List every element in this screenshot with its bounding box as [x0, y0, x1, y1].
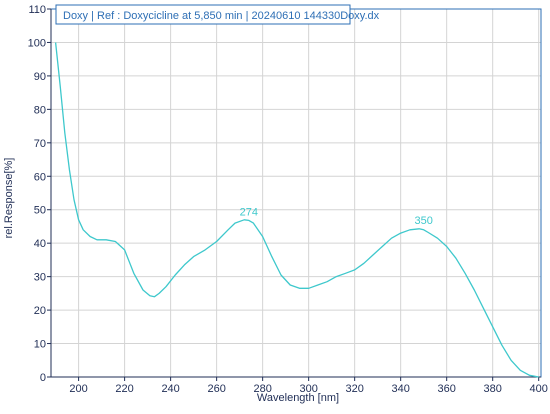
peak-label: 274	[240, 206, 258, 218]
x-axis-label: Wavelength [nm]	[257, 392, 339, 404]
x-tick-label: 400	[530, 383, 548, 395]
y-tick-label: 80	[34, 104, 46, 116]
y-tick-label: 0	[40, 372, 46, 384]
axes	[50, 9, 541, 378]
y-tick-label: 90	[34, 71, 46, 83]
series-line	[54, 42, 539, 378]
x-tick-label: 380	[484, 383, 502, 395]
y-axis-label: rel.Response[%]	[3, 158, 15, 239]
y-tick-label: 70	[34, 138, 46, 150]
x-tick-label: 220	[115, 383, 133, 395]
y-tick-label: 40	[34, 238, 46, 250]
tick-labels: 200 220 240 260 280 300 320 340 360 380 400 0 10 20 30…	[28, 4, 548, 395]
y-tick-label: 60	[34, 171, 46, 183]
y-tick-label: 30	[34, 272, 46, 284]
x-tick-label: 200	[69, 383, 87, 395]
y-tick-label: 10	[34, 339, 46, 351]
x-tick-label: 240	[161, 383, 179, 395]
peak-label: 350	[414, 215, 432, 227]
y-tick-label: 50	[34, 205, 46, 217]
x-tick-label: 320	[345, 383, 363, 395]
chart-title: Doxy | Ref : Doxycicline at 5,850 min | …	[63, 10, 380, 22]
x-tick-label: 340	[391, 383, 409, 395]
x-tick-label: 280	[253, 383, 271, 395]
y-tick-label: 20	[34, 305, 46, 317]
x-tick-label: 260	[207, 383, 225, 395]
title-box	[55, 4, 351, 25]
y-tick-label: 100	[28, 37, 46, 49]
annotations: 274 350	[240, 206, 433, 226]
x-tick-label: 300	[299, 383, 317, 395]
y-tick-label: 110	[28, 4, 46, 16]
x-tick-label: 360	[438, 383, 456, 395]
